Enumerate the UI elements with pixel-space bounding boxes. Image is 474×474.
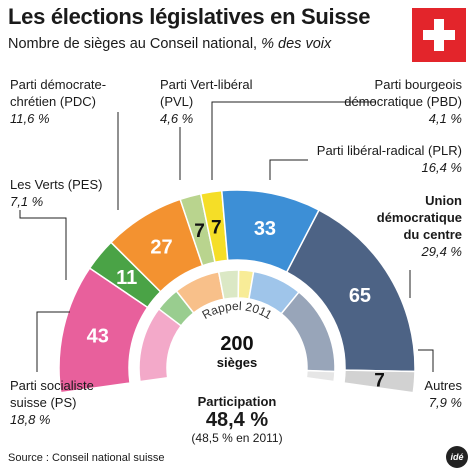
label-pvl: Parti Vert-libéral (PVL) 4,6 % <box>160 77 253 126</box>
seat-count-3: 7 <box>194 221 205 242</box>
leader-autres <box>418 349 434 372</box>
seat-count-4: 7 <box>211 218 222 239</box>
leader-ps <box>36 311 70 372</box>
seat-count-6: 65 <box>349 285 371 307</box>
participation-title: Participation <box>197 394 277 409</box>
seat-count-1: 11 <box>116 267 137 289</box>
total-seats-value: 200 <box>220 333 253 355</box>
leader-plr <box>269 159 308 180</box>
leader-pbd <box>211 101 376 180</box>
swiss-flag-icon <box>412 8 466 62</box>
seat-count-7: 7 <box>374 370 385 391</box>
label-autres: Autres 7,9 % <box>424 378 462 410</box>
seat-count-0: 43 <box>87 326 109 348</box>
page-title: Les élections législatives en Suisse <box>8 4 371 29</box>
label-udc: Union démocratique du centre 29,4 % <box>376 193 462 259</box>
leader-pes <box>19 210 67 280</box>
participation-value: 48,4 % <box>205 409 269 431</box>
label-pes: Les Verts (PES) 7,1 % <box>10 177 103 209</box>
participation-block: Participation 48,4 % (48,5 % en 2011) <box>0 394 474 445</box>
total-seats-label: sièges <box>217 355 257 370</box>
seat-segment-7 <box>343 369 416 394</box>
seat-segment-2011-7 <box>305 369 336 383</box>
subtitle: Nombre de sièges au Conseil national, % … <box>8 36 332 52</box>
seat-count-5: 33 <box>254 218 276 240</box>
label-ps: Parti socialiste suisse (PS) 18,8 % <box>10 378 94 427</box>
label-pbd: Parti bourgeois démocratique (PBD) 4,1 % <box>344 77 462 126</box>
participation-previous: (48,5 % en 2011) <box>191 431 283 445</box>
source-note: Source : Conseil national suisse <box>8 452 165 464</box>
label-plr: Parti libéral-radical (PLR) 16,4 % <box>316 143 462 175</box>
label-pdc: Parti démocrate- chrétien (PDC) 11,6 % <box>10 77 107 126</box>
publisher-logo-icon: idé <box>446 446 468 468</box>
seat-count-2: 27 <box>150 237 172 259</box>
